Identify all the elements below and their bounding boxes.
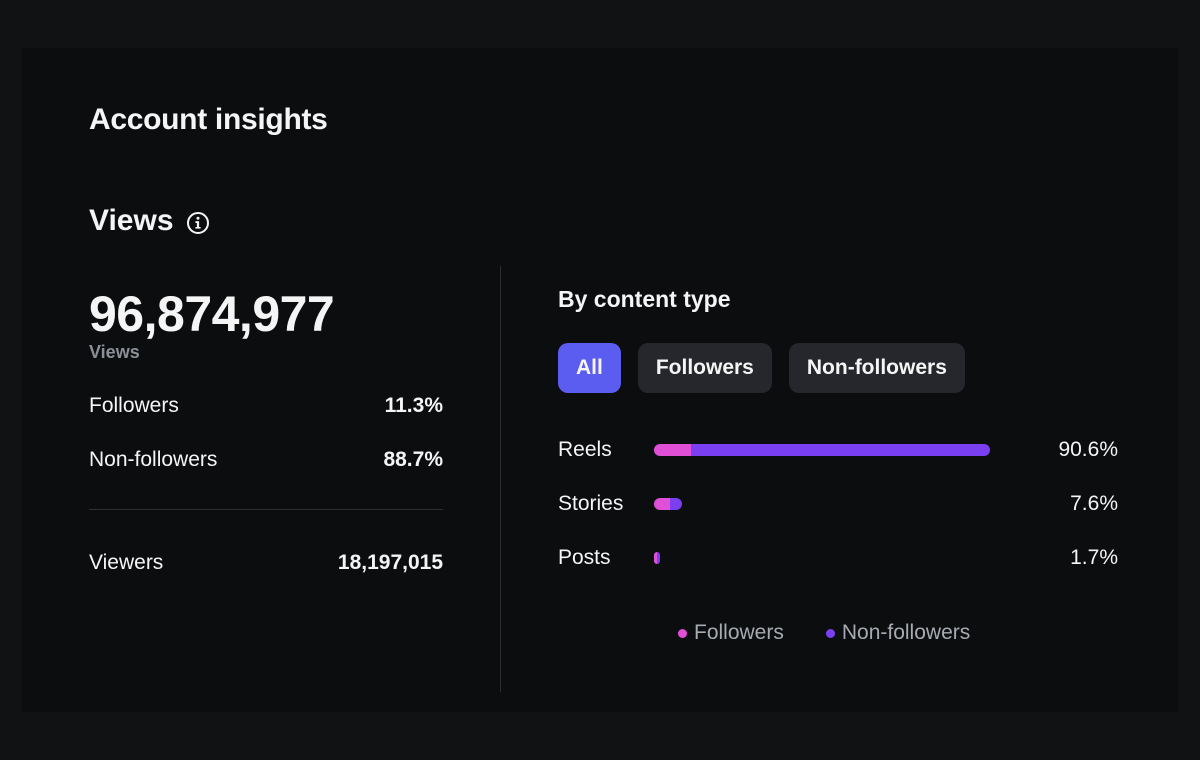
content-row-track: [654, 498, 990, 510]
viewers-row: Viewers 18,197,015: [89, 548, 443, 578]
nonfollowers-value: 88.7%: [383, 448, 443, 471]
reels-followers-segment: [654, 444, 691, 456]
content-row-label: Stories: [558, 492, 624, 515]
nonfollowers-label: Non-followers: [89, 448, 218, 471]
content-type-title: By content type: [558, 286, 731, 312]
legend-followers-label: Followers: [694, 621, 784, 644]
legend-nonfollowers-label: Non-followers: [841, 621, 971, 644]
content-type-section: By content type All Followers Non-follow…: [558, 286, 1118, 645]
followers-row: Followers 11.3%: [89, 391, 443, 421]
stories-followers-segment: [654, 498, 670, 510]
nonfollowers-row: Non-followers 88.7%: [89, 445, 443, 475]
views-summary: 96,874,977 Views Followers 11.3% Non-fol…: [89, 286, 443, 578]
posts-bar: [654, 552, 661, 564]
page-title: Account insights: [89, 103, 328, 136]
posts-followers-segment: [654, 552, 657, 564]
views-section-title: Views: [89, 204, 210, 238]
filter-tabs: All Followers Non-followers: [558, 343, 1118, 393]
followers-value: 11.3%: [384, 394, 443, 417]
content-row-reels: Reels 90.6%: [558, 423, 1118, 477]
legend-followers: Followers: [678, 621, 784, 645]
views-title: Views: [89, 204, 174, 237]
stories-nonfollowers-segment: [669, 498, 683, 510]
total-views: 96,874,977: [89, 286, 335, 342]
divider: [89, 509, 443, 510]
insights-panel: Account insights Views 96,874,977 Views …: [22, 48, 1178, 712]
filter-all-button[interactable]: All: [558, 343, 621, 393]
total-views-caption: Views: [89, 342, 140, 362]
content-row-track: [654, 552, 990, 564]
posts-nonfollowers-segment: [656, 552, 661, 564]
reels-nonfollowers-segment: [690, 444, 990, 456]
content-row-track: [654, 444, 990, 456]
content-row-stories: Stories 7.6%: [558, 477, 1118, 531]
content-row-label: Posts: [558, 546, 611, 569]
chart-legend: Followers Non-followers: [678, 621, 1118, 645]
viewers-label: Viewers: [89, 551, 164, 574]
content-type-rows: Reels 90.6% Stories 7.6%: [558, 423, 1118, 585]
content-row-percent: 90.6%: [1058, 438, 1118, 461]
reels-bar: [654, 444, 990, 456]
content-row-percent: 7.6%: [1070, 492, 1118, 515]
viewers-value: 18,197,015: [337, 551, 443, 574]
stories-bar: [654, 498, 683, 510]
content-row-posts: Posts 1.7%: [558, 531, 1118, 585]
filter-nonfollowers-button[interactable]: Non-followers: [788, 343, 965, 393]
content-row-label: Reels: [558, 438, 612, 461]
legend-followers-dot: [678, 628, 687, 638]
legend-nonfollowers: Non-followers: [825, 621, 971, 645]
followers-label: Followers: [89, 394, 179, 417]
column-divider: [500, 266, 501, 692]
filter-followers-button[interactable]: Followers: [637, 343, 772, 393]
content-row-percent: 1.7%: [1070, 546, 1118, 569]
legend-nonfollowers-dot: [825, 628, 835, 638]
info-icon[interactable]: [186, 209, 210, 234]
